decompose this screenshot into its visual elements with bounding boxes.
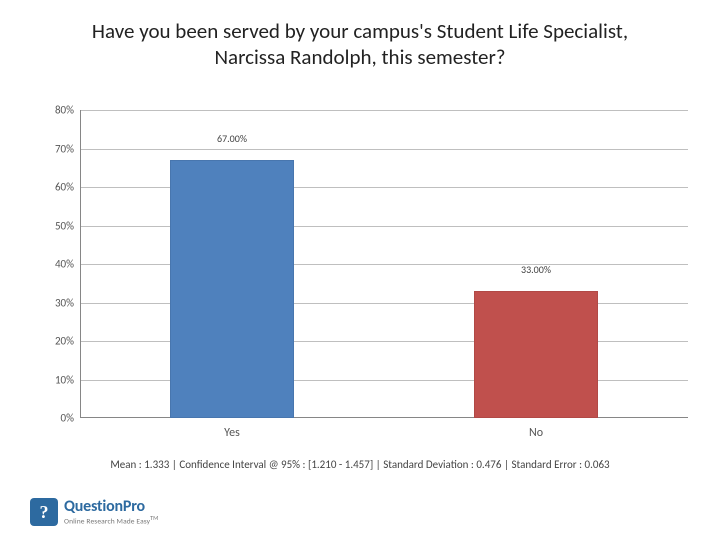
bar (474, 291, 599, 418)
x-tick-label: Yes (224, 426, 240, 440)
y-tick-label: 80% (38, 104, 74, 117)
bar-value-label: 33.00% (521, 263, 551, 276)
y-tick-label: 40% (38, 258, 74, 271)
gridline (80, 110, 688, 111)
logo-mark-icon (30, 498, 58, 526)
questionpro-logo: QuestionPro Online Research Made EasyTM (30, 498, 158, 526)
y-tick-label: 10% (38, 373, 74, 386)
logo-sub-text: Online Research Made EasyTM (64, 515, 158, 526)
y-axis (80, 110, 81, 418)
chart-area: 67.00%33.00% 0%10%20%30%40%50%60%70%80% … (38, 110, 688, 440)
stats-line: Mean : 1.333 | Confidence Interval @ 95%… (0, 458, 720, 471)
y-tick-label: 0% (38, 412, 74, 425)
x-tick-label: No (529, 426, 543, 440)
y-tick-label: 30% (38, 296, 74, 309)
y-tick-label: 60% (38, 181, 74, 194)
gridline (80, 149, 688, 150)
bar-value-label: 67.00% (217, 132, 247, 145)
logo-main-text: QuestionPro (64, 499, 158, 515)
y-tick-label: 20% (38, 335, 74, 348)
y-tick-label: 50% (38, 219, 74, 232)
y-tick-label: 70% (38, 142, 74, 155)
bar (170, 160, 295, 418)
plot-area: 67.00% 33.00% (80, 110, 688, 418)
chart-title: Have you been served by your campus's St… (0, 0, 720, 71)
